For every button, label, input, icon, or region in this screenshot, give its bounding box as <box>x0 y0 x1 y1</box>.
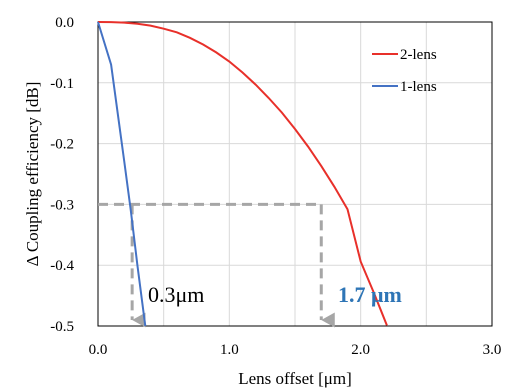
x-tick-label: 1.0 <box>220 342 239 358</box>
x-axis-title: Lens offset [μm] <box>238 369 352 388</box>
y-tick-label: 0.0 <box>55 15 74 31</box>
series-line-1-lens <box>97 21 147 327</box>
legend-label-1-lens: 1-lens <box>400 79 437 95</box>
y-axis-title: Δ Coupling efficiency [dB] <box>23 82 42 267</box>
y-tick-label: -0.2 <box>50 137 74 153</box>
series-line-2-lens <box>97 21 388 326</box>
plot-area-border <box>97 21 493 327</box>
y-tick-label: -0.5 <box>50 319 74 335</box>
x-tick-label: 0.0 <box>89 342 108 358</box>
annotation-left: 0.3μm <box>148 282 204 307</box>
y-tick-label: -0.3 <box>50 197 74 213</box>
x-tick-label: 2.0 <box>351 342 370 358</box>
annotation-right: 1.7 μm <box>338 282 402 307</box>
x-tick-label: 3.0 <box>483 342 502 358</box>
legend-label-2-lens: 2-lens <box>400 47 437 63</box>
y-tick-label: -0.4 <box>50 258 74 274</box>
y-tick-label: -0.1 <box>50 76 74 92</box>
